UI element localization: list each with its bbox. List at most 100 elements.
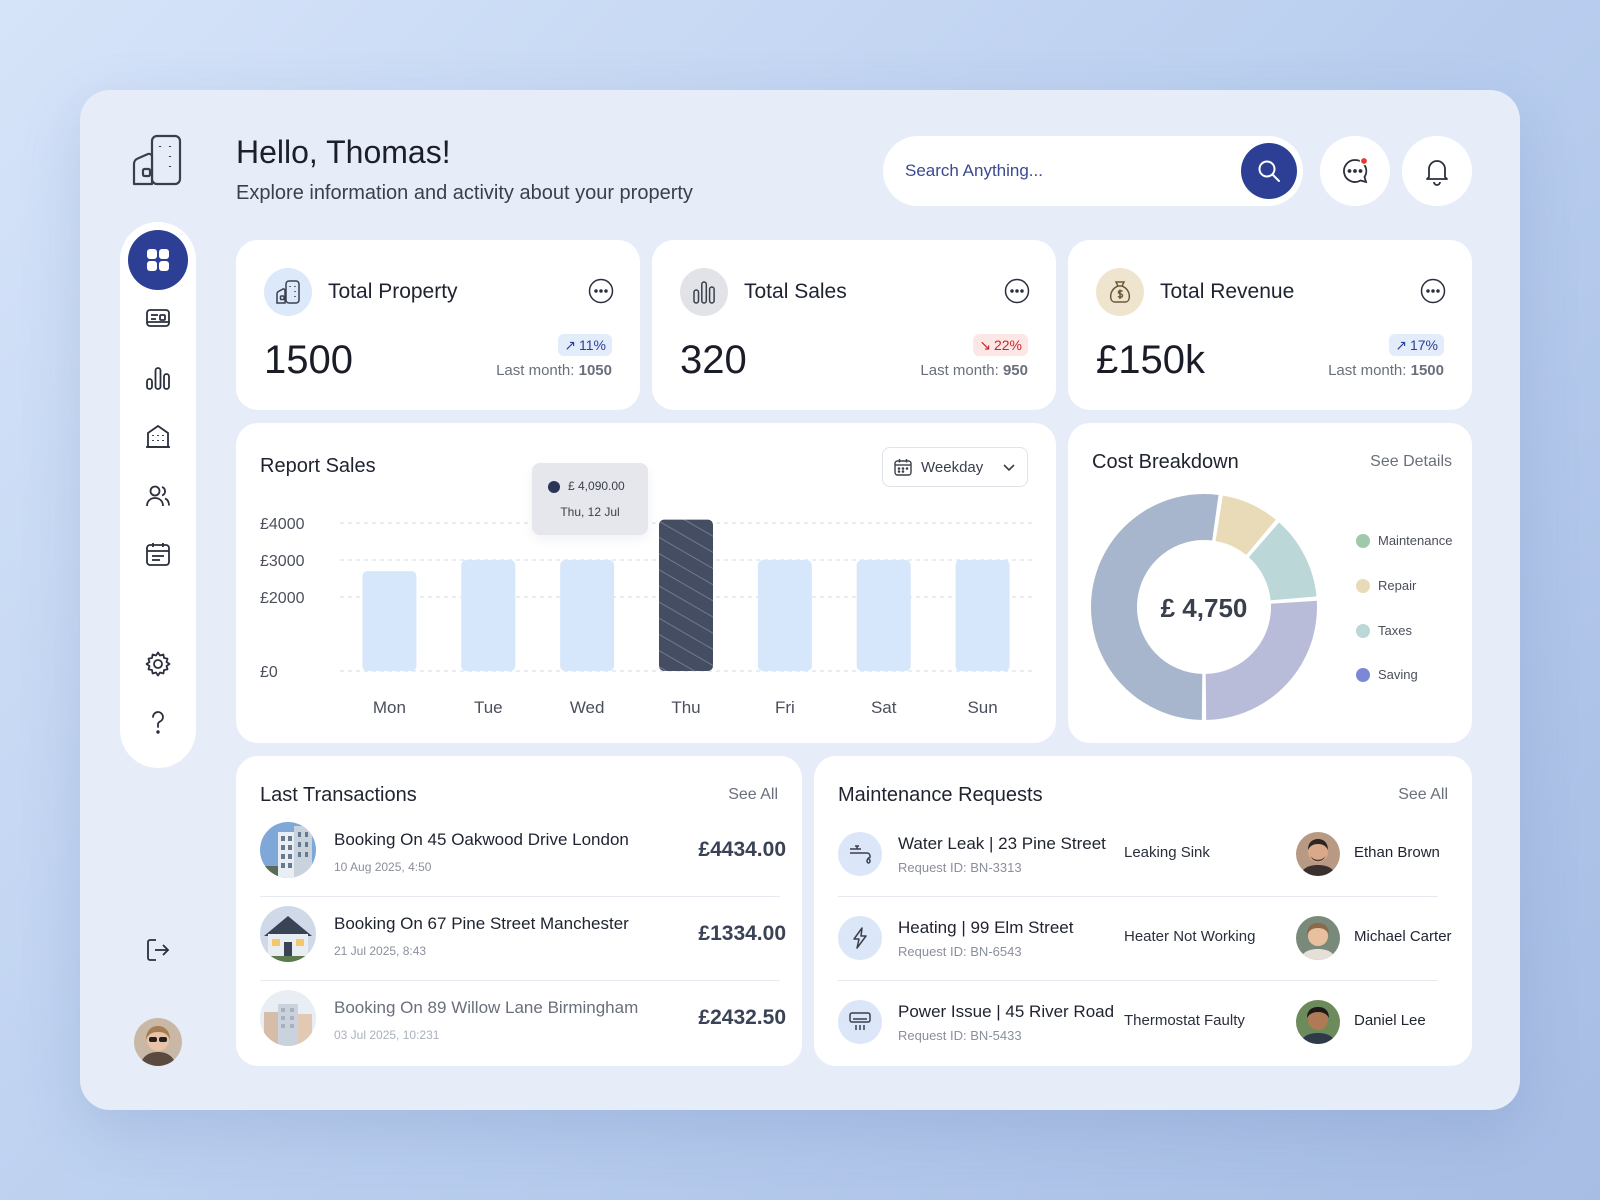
- x-tick-label: Thu: [671, 698, 700, 717]
- chat-bubble-icon: [1343, 156, 1369, 184]
- sidebar-item-settings[interactable]: [128, 634, 188, 694]
- stat-card-total-property: Total Property 1500 ↗ 11% Last month: 105…: [236, 240, 640, 410]
- donut-slice-taxes[interactable]: [1246, 520, 1319, 603]
- messages-button[interactable]: [1320, 136, 1390, 206]
- bar-tue[interactable]: [461, 560, 516, 671]
- bar-sat[interactable]: [856, 560, 911, 671]
- maintenance-see-all-link[interactable]: See All: [1398, 786, 1448, 803]
- last-month-label: Last month:: [1328, 362, 1407, 379]
- logout-button[interactable]: [128, 920, 188, 980]
- transaction-date: 21 Jul 2025, 8:43: [334, 944, 427, 958]
- stat-value: 1500: [264, 338, 353, 382]
- maintenance-row[interactable]: Power Issue | 45 River Road Request ID: …: [838, 1000, 1458, 1060]
- assignee-avatar: [1296, 1000, 1340, 1044]
- sidebar-item-listings[interactable]: [128, 288, 188, 348]
- transaction-title: Booking On 67 Pine Street Manchester: [334, 914, 629, 933]
- property-thumbnail: [260, 906, 316, 962]
- report-sales-bar-chart: £4000 £3000 £2000 £0 Mon Tue Wed Thu Fri Sat Sun: [260, 516, 1032, 717]
- transaction-row[interactable]: Booking On 45 Oakwood Drive London 10 Au…: [260, 822, 800, 906]
- row-divider: [260, 980, 780, 981]
- request-issue: Thermostat Faulty: [1124, 1012, 1245, 1029]
- weekday-dropdown[interactable]: Weekday: [882, 447, 1028, 487]
- more-options-icon[interactable]: [588, 278, 614, 304]
- report-sales-card: Report Sales Weekday £4000 £3000 £2000 £0 Mo…: [236, 423, 1056, 743]
- page-title: Hello, Thomas!: [236, 134, 451, 170]
- donut-slice-maintenance[interactable]: [1089, 492, 1221, 722]
- stat-card-total-sales: Total Sales 320 ↘ 22% Last month: 950: [652, 240, 1056, 410]
- transaction-amount: £2432.50: [698, 1006, 786, 1029]
- sidebar-item-properties[interactable]: [128, 406, 188, 466]
- legend-item-taxes: Taxes: [1356, 623, 1412, 638]
- y-tick-label: £4000: [260, 516, 305, 533]
- last-month: Last month: 950: [920, 362, 1028, 379]
- notifications-button[interactable]: [1402, 136, 1472, 206]
- cost-breakdown-card: Cost Breakdown See Details £ 4,750 Maint…: [1068, 423, 1472, 743]
- sidebar-item-calendar[interactable]: [128, 524, 188, 584]
- maintenance-row[interactable]: Heating | 99 Elm Street Request ID: BN-6…: [838, 916, 1458, 976]
- donut-slice-saving[interactable]: [1203, 598, 1319, 722]
- transaction-row[interactable]: Booking On 89 Willow Lane Birmingham 03 …: [260, 990, 800, 1074]
- sidebar-item-analytics[interactable]: [128, 348, 188, 408]
- request-title: Water Leak | 23 Pine Street: [898, 834, 1106, 853]
- transaction-date: 03 Jul 2025, 10:231: [334, 1028, 440, 1042]
- search-icon: [1258, 160, 1280, 182]
- user-avatar[interactable]: [134, 1018, 182, 1066]
- cost-breakdown-title: Cost Breakdown: [1092, 451, 1239, 473]
- report-sales-title: Report Sales: [260, 455, 376, 477]
- transactions-see-all-link[interactable]: See All: [728, 786, 778, 803]
- last-month-value: 1500: [1410, 362, 1444, 379]
- trend-percent: 22%: [993, 337, 1022, 353]
- last-month-label: Last month:: [496, 362, 575, 379]
- bar-sun[interactable]: [955, 560, 1010, 671]
- bar-wed[interactable]: [560, 560, 615, 671]
- sidebar-item-tenants[interactable]: [128, 466, 188, 526]
- property-thumbnail: [260, 990, 316, 1046]
- legend-label: Saving: [1378, 667, 1418, 682]
- transaction-row[interactable]: Booking On 67 Pine Street Manchester 21 …: [260, 906, 800, 990]
- bar-thu[interactable]: [659, 519, 713, 671]
- stat-value: 320: [680, 338, 747, 382]
- search-button[interactable]: [1241, 143, 1297, 199]
- more-options-icon[interactable]: [1004, 278, 1030, 304]
- sidebar-item-dashboard[interactable]: [128, 230, 188, 290]
- more-options-icon[interactable]: [1420, 278, 1446, 304]
- trend-percent: 11%: [579, 337, 606, 353]
- y-tick-label: £0: [260, 664, 278, 681]
- search-bar: [883, 136, 1303, 206]
- y-tick-label: £3000: [260, 553, 305, 570]
- trend-badge: ↗ 11%: [558, 334, 612, 356]
- calendar-icon: [894, 459, 912, 476]
- y-tick-label: £2000: [260, 590, 305, 607]
- search-input[interactable]: [905, 154, 1225, 188]
- stat-label: Total Sales: [744, 280, 847, 303]
- request-title: Power Issue | 45 River Road: [898, 1002, 1115, 1021]
- request-issue: Leaking Sink: [1124, 844, 1210, 861]
- legend-swatch: [1356, 578, 1370, 593]
- page-subtitle: Explore information and activity about y…: [236, 182, 693, 204]
- bar-mon[interactable]: [362, 571, 417, 671]
- stat-label: Total Revenue: [1160, 280, 1295, 303]
- trend-up-icon: ↗: [1395, 336, 1407, 353]
- dashboard-grid-icon: [147, 249, 169, 271]
- stat-label: Total Property: [328, 280, 458, 303]
- x-tick-label: Wed: [570, 698, 605, 717]
- last-month: Last month: 1500: [1328, 362, 1444, 379]
- legend-label: Taxes: [1378, 623, 1412, 638]
- building-icon: [146, 424, 170, 448]
- x-tick-label: Tue: [474, 698, 503, 717]
- request-issue: Heater Not Working: [1124, 928, 1256, 945]
- donut-slice-repair[interactable]: [1213, 493, 1279, 558]
- see-details-link[interactable]: See Details: [1370, 453, 1452, 470]
- trend-badge: ↘ 22%: [973, 334, 1028, 356]
- sidebar-item-help[interactable]: [128, 692, 188, 752]
- transaction-amount: £1334.00: [698, 922, 786, 945]
- bar-fri[interactable]: [757, 560, 812, 671]
- trend-up-icon: ↗: [564, 336, 577, 353]
- row-divider: [838, 896, 1438, 897]
- x-tick-label: Sat: [871, 698, 897, 717]
- request-id: Request ID: BN-6543: [898, 944, 1022, 959]
- calendar-icon: [146, 543, 170, 566]
- tooltip-date: Thu, 12 Jul: [560, 505, 620, 519]
- sales-bars-icon: [680, 268, 728, 316]
- maintenance-row[interactable]: Water Leak | 23 Pine Street Request ID: …: [838, 832, 1458, 892]
